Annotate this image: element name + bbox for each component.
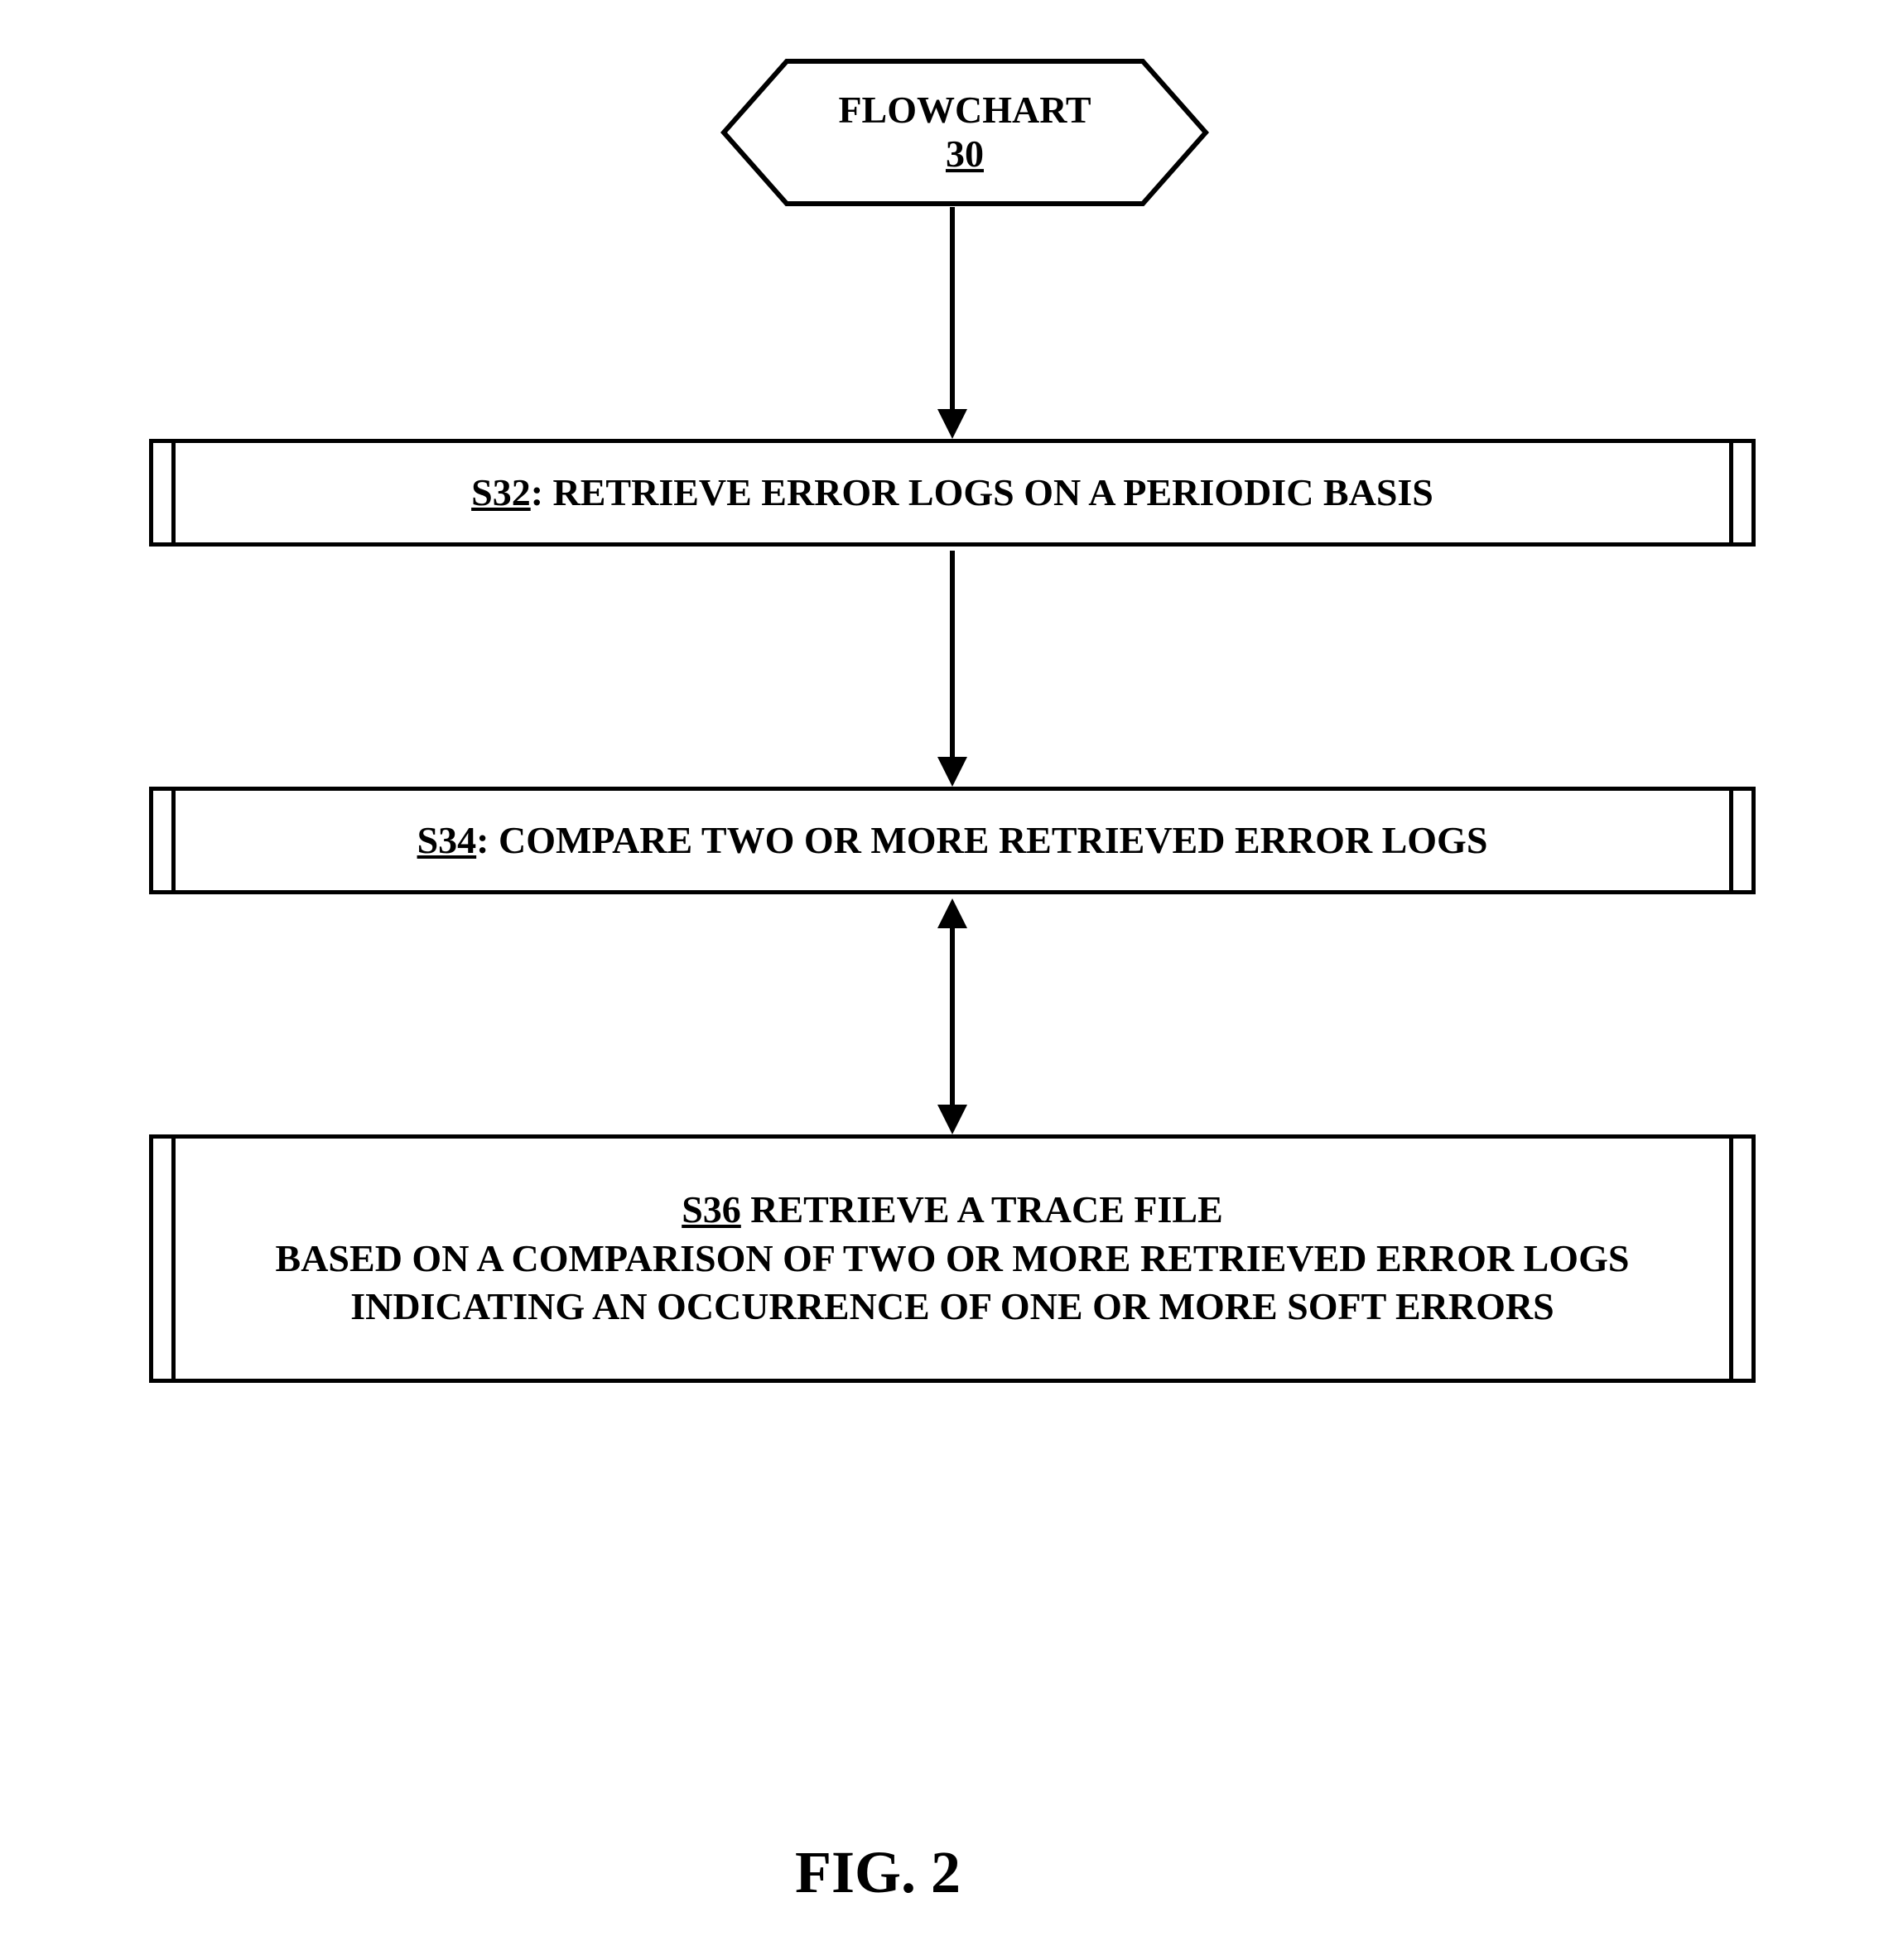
arrow-2 xyxy=(927,551,977,787)
arrow-3-double xyxy=(927,898,977,1134)
hexagon-title: FLOWCHART xyxy=(720,89,1209,132)
step-text-line-3: INDICATING AN OCCURRENCE OF ONE OR MORE … xyxy=(276,1283,1630,1332)
step-id: S36 xyxy=(682,1188,741,1230)
step-text: : COMPARE TWO OR MORE RETRIEVED ERROR LO… xyxy=(476,819,1487,861)
step-text-line-2: BASED ON A COMPARISON OF TWO OR MORE RET… xyxy=(276,1235,1630,1283)
step-id: S32 xyxy=(471,471,531,513)
arrow-1 xyxy=(927,207,977,439)
hexagon-number: 30 xyxy=(720,132,1209,176)
figure-caption: FIG. 2 xyxy=(795,1838,961,1907)
flowchart-page: FLOWCHART 30 S32: RETRIEVE ERROR LOGS ON… xyxy=(0,0,1879,1960)
process-step-s32: S32: RETRIEVE ERROR LOGS ON A PERIODIC B… xyxy=(149,439,1756,547)
process-step-s36: S36 RETRIEVE A TRACE FILE BASED ON A COM… xyxy=(149,1134,1756,1383)
flowchart-header-hexagon: FLOWCHART 30 xyxy=(720,58,1209,207)
step-text: : RETRIEVE ERROR LOGS ON A PERIODIC BASI… xyxy=(531,471,1433,513)
process-step-s34: S34: COMPARE TWO OR MORE RETRIEVED ERROR… xyxy=(149,787,1756,894)
step-text-line-1: RETRIEVE A TRACE FILE xyxy=(741,1188,1223,1230)
step-id: S34 xyxy=(417,819,477,861)
